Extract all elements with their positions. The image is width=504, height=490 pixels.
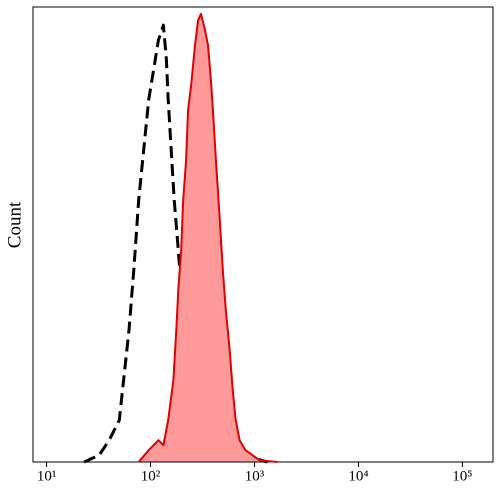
x-tick-label: 10⁴ (348, 468, 368, 484)
x-tick-label: 10³ (245, 468, 265, 484)
x-tick-label: 10⁵ (452, 468, 472, 484)
plot-frame (32, 6, 494, 463)
histogram-area (138, 13, 278, 463)
x-tick-label: 10² (141, 468, 161, 484)
histogram-line (137, 12, 278, 463)
y-axis-label: Count (4, 201, 25, 248)
x-tick-label: 10¹ (37, 468, 57, 484)
